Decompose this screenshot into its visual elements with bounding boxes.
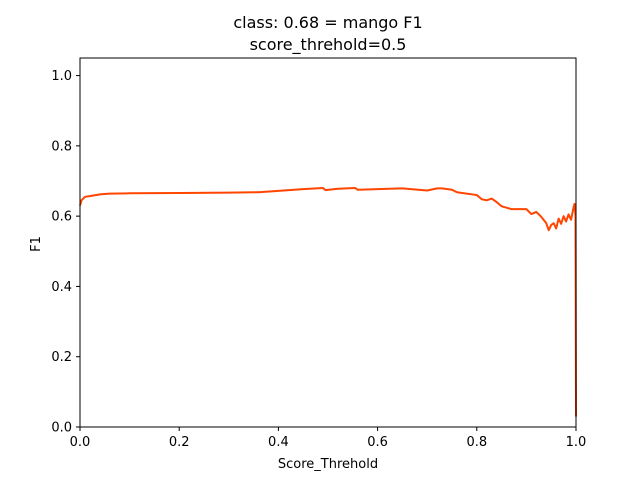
chart-subtitle: score_threhold=0.5 bbox=[250, 35, 407, 55]
chart-title: class: 0.68 = mango F1 bbox=[233, 13, 422, 32]
series-line-0 bbox=[79, 187, 577, 417]
y-tick-label: 0.4 bbox=[51, 280, 72, 295]
plot-area bbox=[79, 187, 577, 417]
x-axis-ticks: 0.0 0.2 0.4 0.6 0.8 1.0 bbox=[70, 427, 587, 450]
x-tick-label: 0.2 bbox=[169, 435, 190, 450]
x-tick-label: 0.4 bbox=[268, 435, 289, 450]
y-tick-label: 0.0 bbox=[51, 421, 72, 436]
y-tick-label: 0.2 bbox=[51, 350, 72, 365]
plot-frame bbox=[79, 57, 577, 428]
y-tick-label: 0.8 bbox=[51, 139, 72, 154]
x-axis-label: Score_Threhold bbox=[278, 457, 378, 472]
y-axis-label: F1 bbox=[29, 236, 44, 252]
x-tick-label: 1.0 bbox=[566, 435, 587, 450]
y-tick-label: 0.6 bbox=[51, 210, 72, 225]
y-axis-ticks: 0.0 0.2 0.4 0.6 0.8 1.0 bbox=[51, 69, 80, 436]
x-tick-label: 0.8 bbox=[466, 435, 487, 450]
x-tick-label: 0.0 bbox=[70, 435, 91, 450]
y-tick-label: 1.0 bbox=[51, 69, 72, 84]
x-tick-label: 0.6 bbox=[367, 435, 388, 450]
